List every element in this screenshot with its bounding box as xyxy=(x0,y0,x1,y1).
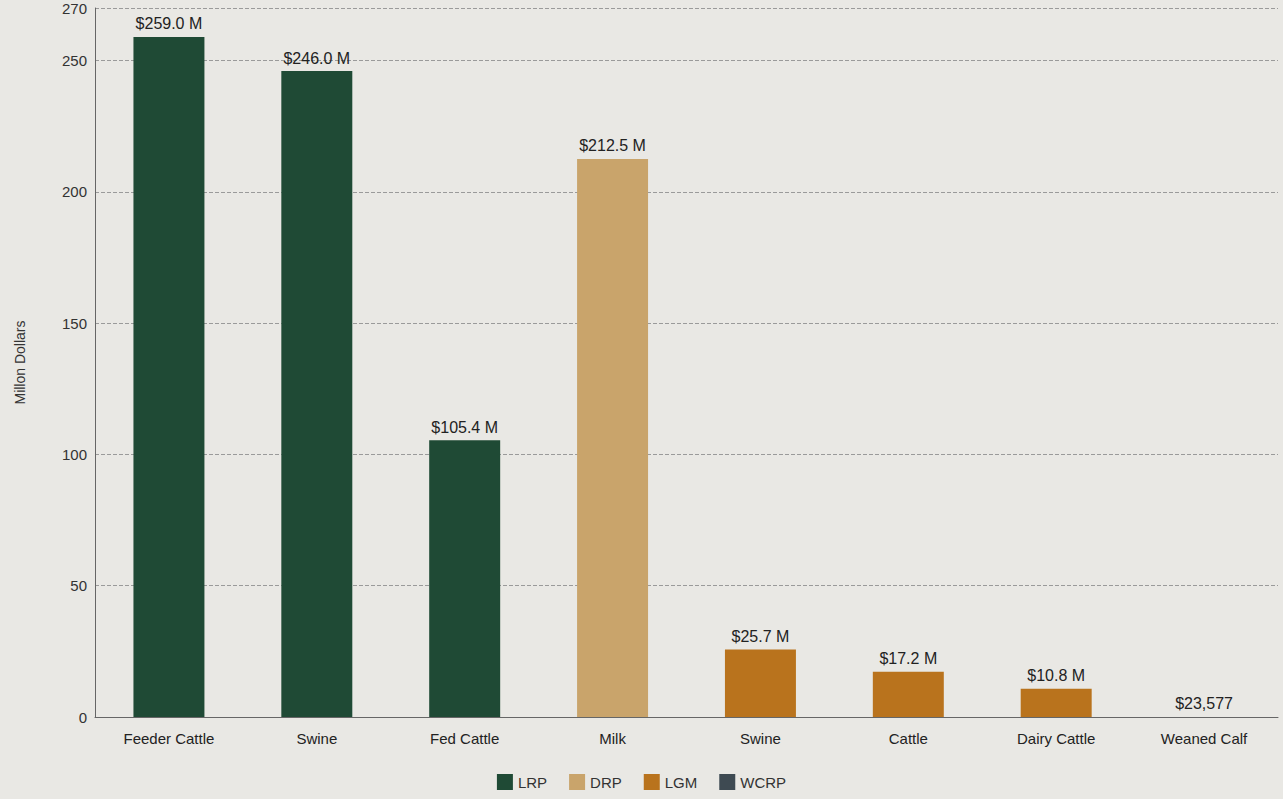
svg-text:100: 100 xyxy=(62,446,87,463)
svg-text:$105.4 M: $105.4 M xyxy=(431,419,498,436)
svg-text:$246.0 M: $246.0 M xyxy=(283,50,350,67)
svg-text:WCRP: WCRP xyxy=(740,774,786,791)
svg-text:$10.8 M: $10.8 M xyxy=(1027,667,1085,684)
svg-text:Dairy Cattle: Dairy Cattle xyxy=(1017,730,1095,747)
svg-text:$259.0 M: $259.0 M xyxy=(136,15,203,32)
svg-text:Swine: Swine xyxy=(296,730,337,747)
svg-text:Fed Cattle: Fed Cattle xyxy=(430,730,499,747)
svg-text:270: 270 xyxy=(62,0,87,17)
svg-text:DRP: DRP xyxy=(590,774,622,791)
svg-text:200: 200 xyxy=(62,183,87,200)
svg-text:Swine: Swine xyxy=(740,730,781,747)
svg-text:Millon Dollars: Millon Dollars xyxy=(12,320,28,404)
svg-text:$17.2 M: $17.2 M xyxy=(879,650,937,667)
svg-text:Weaned Calf: Weaned Calf xyxy=(1161,730,1248,747)
svg-text:LGM: LGM xyxy=(665,774,698,791)
svg-text:50: 50 xyxy=(70,577,87,594)
svg-text:Feeder Cattle: Feeder Cattle xyxy=(123,730,214,747)
svg-text:Cattle: Cattle xyxy=(889,730,928,747)
svg-text:$23,577: $23,577 xyxy=(1175,695,1233,712)
svg-text:$25.7 M: $25.7 M xyxy=(732,628,790,645)
svg-text:150: 150 xyxy=(62,315,87,332)
svg-text:250: 250 xyxy=(62,52,87,69)
svg-text:Milk: Milk xyxy=(599,730,626,747)
svg-text:0: 0 xyxy=(79,709,87,726)
svg-text:LRP: LRP xyxy=(518,774,547,791)
svg-text:$212.5 M: $212.5 M xyxy=(579,137,646,154)
